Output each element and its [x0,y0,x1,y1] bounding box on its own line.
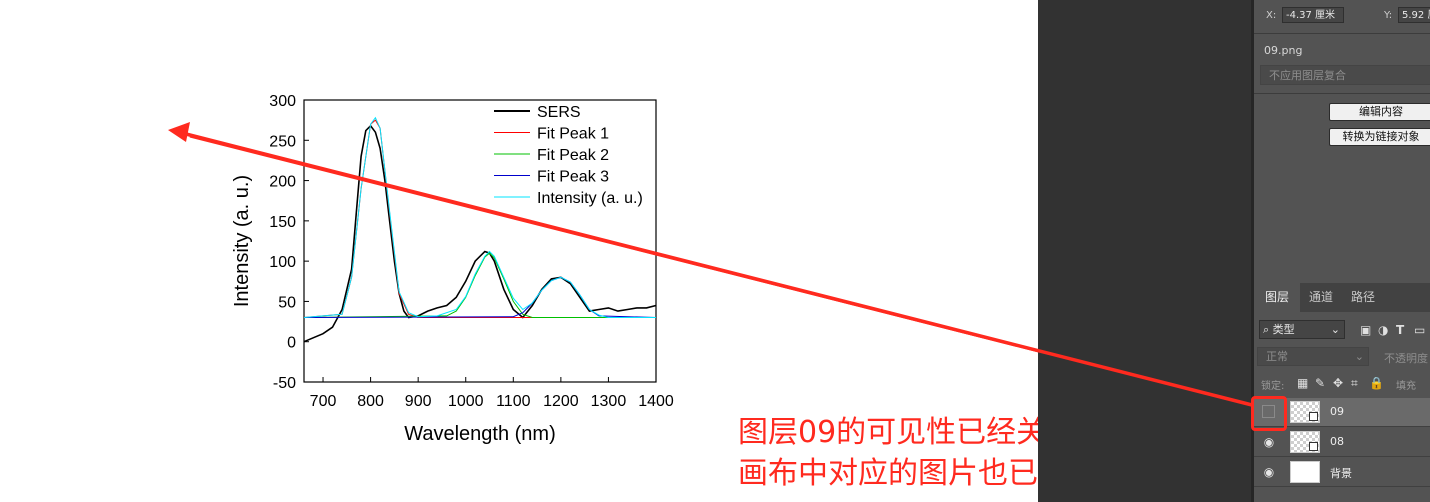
y-axis-title: Intensity (a. u.) [231,175,253,307]
photoshop-side-panel: X: -4.37 厘米 Y: 5.92 厘 09.png 不应用图层复合 编辑内… [1254,0,1430,502]
y-tick-label: 50 [278,294,296,311]
layer-row-09[interactable]: 09 [1254,398,1430,427]
workspace-background [1038,0,1254,502]
legend-label: Fit Peak 2 [537,147,609,164]
y-tick-label: 100 [269,254,296,271]
layer-name[interactable]: 背景 [1330,467,1352,480]
adjustment-layer-filter-icon[interactable]: ◑ [1378,323,1389,337]
y-coord-label: Y: [1384,10,1393,21]
smart-object-icon [1309,412,1318,421]
layer-thumbnail [1290,461,1320,483]
lock-position-icon[interactable]: ✥ [1333,376,1344,390]
blend-mode-select[interactable]: 正常 ⌄ [1257,347,1369,366]
visibility-toggle-off[interactable] [1262,405,1275,418]
y-coord-input[interactable]: 5.92 厘 [1398,7,1430,23]
lock-transparent-pixels-icon[interactable]: ▦ [1297,376,1309,390]
tab-paths[interactable]: 路径 [1350,290,1375,304]
legend-label: SERS [537,104,581,121]
smart-object-icon [1309,442,1318,451]
lock-all-icon[interactable]: 🔒 [1369,376,1384,390]
x-tick-label: 800 [357,393,384,410]
pixel-layer-filter-icon[interactable]: ▣ [1360,323,1372,337]
eye-icon[interactable]: ◉ [1263,465,1275,479]
legend-label: Intensity (a. u.) [537,190,643,207]
y-tick-label: 200 [269,174,296,191]
lock-label: 锁定: [1261,381,1285,392]
x-coord-label: X: [1266,10,1277,21]
layer-filter-select[interactable]: ⌕ 类型 ⌄ [1259,320,1345,339]
y-tick-label: 300 [269,93,296,110]
type-layer-filter-icon[interactable]: T [1396,323,1405,337]
x-tick-label: 1300 [591,393,627,410]
smart-object-filename: 09.png [1264,44,1303,57]
lock-artboard-icon[interactable]: ⌗ [1351,376,1358,390]
x-tick-label: 700 [310,393,337,410]
panel-divider[interactable] [1251,0,1254,502]
layer-name[interactable]: 08 [1330,435,1344,448]
eye-icon[interactable]: ◉ [1263,435,1275,449]
x-coord-input[interactable]: -4.37 厘米 [1282,7,1344,23]
x-tick-label: 1000 [448,393,484,410]
chevron-down-icon: ⌄ [1354,350,1364,363]
y-tick-label: -50 [273,375,296,392]
layer-row-08[interactable]: ◉ 08 [1254,428,1430,457]
annotation-arrow [189,134,1038,353]
layer-thumbnail [1290,431,1320,453]
annotation-line-1: 图层09的可见性已经关闭 [738,415,1077,450]
y-tick-label: 150 [269,214,296,231]
blend-mode-value: 正常 [1266,350,1288,363]
layer-filter-value: 类型 [1272,323,1295,336]
layer-thumbnail [1290,401,1320,423]
lock-image-pixels-icon[interactable]: ✎ [1315,376,1326,390]
tab-layers[interactable]: 图层 [1254,283,1300,312]
x-tick-label: 1100 [496,393,531,410]
x-tick-label: 900 [405,393,432,410]
y-tick-label: 250 [269,133,296,150]
x-tick-label: 1200 [543,393,579,410]
tab-channels[interactable]: 通道 [1308,290,1333,304]
visibility-highlight-box [1251,396,1287,431]
shape-layer-filter-icon[interactable]: ▭ [1414,323,1426,337]
series-line-fit-peak-3 [303,276,657,318]
legend-label: Fit Peak 1 [537,126,609,143]
convert-to-linked-button[interactable]: 转换为链接对象 [1329,128,1430,146]
edit-contents-button[interactable]: 编辑内容 [1329,103,1430,121]
fill-label: 填充 [1396,381,1416,392]
legend-label: Fit Peak 3 [537,169,609,186]
canvas-area: 700 800 900 1000 1100 1200 1300 1400 -50 0 50 100 15… [189,93,1098,491]
opacity-label: 不透明度 [1384,352,1428,365]
chevron-down-icon: ⌄ [1330,323,1340,336]
layer-comp-select[interactable]: 不应用图层复合 [1260,65,1430,85]
layers-tab-bar: 图层 通道 路径 [1254,283,1430,312]
search-icon: ⌕ [1263,323,1270,336]
x-tick-label: 1400 [638,393,674,410]
x-axis-title: Wavelength (nm) [404,423,556,445]
layer-row-background[interactable]: ◉ 背景 [1254,458,1430,487]
y-tick-label: 0 [287,335,296,352]
layer-name[interactable]: 09 [1330,405,1344,418]
series-line-fit-peak-2 [303,252,656,318]
